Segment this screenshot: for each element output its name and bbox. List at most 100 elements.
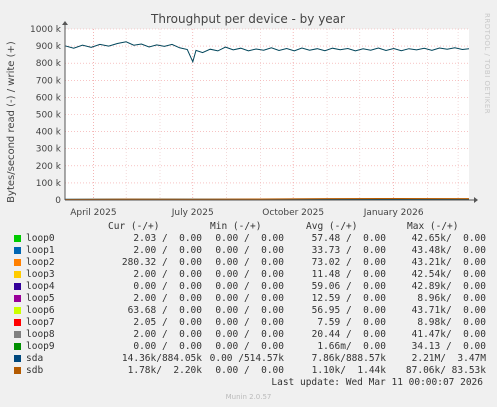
legend-avg-loop0: 57.48 / 0.00	[311, 233, 386, 244]
legend-cur-loop3: 2.00 / 0.00	[133, 269, 202, 280]
legend-label-sda: sda	[26, 353, 44, 364]
x-tick-label: April 2025	[70, 208, 116, 218]
munin-version: Munin 2.0.57	[225, 393, 272, 401]
legend-min-sdb: 0.00 / 0.00	[215, 365, 284, 376]
y-tick-label: 0	[55, 196, 61, 206]
legend-label-loop2: loop2	[26, 257, 55, 268]
legend-min-loop5: 0.00 / 0.00	[215, 293, 284, 304]
legend-min-loop8: 0.00 / 0.00	[215, 329, 284, 340]
legend-max-loop2: 43.21k/ 0.00	[411, 257, 486, 268]
legend-swatch-loop1	[14, 247, 21, 254]
y-tick-label: 700 k	[36, 76, 62, 86]
legend-label-loop8: loop8	[26, 329, 55, 340]
y-tick-label: 200 k	[36, 162, 62, 172]
y-tick-label: 800 k	[36, 59, 62, 69]
legend: Cur (-/+) Min (-/+) Avg (-/+) Max (-/+) …	[12, 221, 492, 377]
legend-swatch-loop6	[14, 307, 21, 314]
x-axis-arrow	[474, 197, 478, 203]
legend-swatch-sda	[14, 355, 21, 362]
legend-avg-loop5: 12.59 / 0.00	[311, 293, 386, 304]
legend-row-loop5: loop5 2.00 / 0.00 0.00 / 0.00 12.59 / 0.00 8…	[12, 293, 492, 305]
legend-min-loop9: 0.00 / 0.00	[215, 341, 284, 352]
legend-cur-sdb: 1.78k/ 2.20k	[127, 365, 202, 376]
legend-swatch-loop2	[14, 259, 21, 266]
legend-avg-loop3: 11.48 / 0.00	[311, 269, 386, 280]
legend-avg-loop4: 59.06 / 0.00	[311, 281, 386, 292]
legend-avg-loop1: 33.73 / 0.00	[311, 245, 386, 256]
legend-cur-loop0: 2.03 / 0.00	[133, 233, 202, 244]
legend-header-max: Max (-/+)	[407, 221, 459, 232]
legend-max-loop0: 42.65k/ 0.00	[411, 233, 486, 244]
legend-swatch-loop0	[14, 235, 21, 242]
legend-label-loop1: loop1	[26, 245, 55, 256]
y-tick-label: 900 k	[36, 42, 62, 52]
legend-cur-loop8: 2.00 / 0.00	[133, 329, 202, 340]
legend-row-loop2: loop2 280.32 / 0.00 0.00 / 0.00 73.02 / 0.0…	[12, 257, 492, 269]
last-update: Last update: Wed Mar 11 00:00:07 2026	[271, 377, 483, 388]
legend-label-sdb: sdb	[26, 365, 44, 376]
legend-min-loop7: 0.00 / 0.00	[215, 317, 284, 328]
legend-avg-loop2: 73.02 / 0.00	[311, 257, 386, 268]
x-tick-label: January 2026	[363, 208, 424, 218]
legend-header-min: Min (-/+)	[210, 221, 262, 232]
legend-min-loop2: 0.00 / 0.00	[215, 257, 284, 268]
legend-row-loop3: loop3 2.00 / 0.00 0.00 / 0.00 11.48 / 0.00 4…	[12, 269, 492, 281]
legend-max-loop7: 8.98k/ 0.00	[417, 317, 486, 328]
legend-max-loop3: 42.54k/ 0.00	[411, 269, 486, 280]
legend-avg-sdb: 1.10k/ 1.44k	[311, 365, 386, 376]
legend-cur-loop9: 0.00 / 0.00	[133, 341, 202, 352]
legend-header-avg: Avg (-/+)	[306, 221, 358, 232]
legend-label-loop3: loop3	[26, 269, 55, 280]
legend-swatch-loop8	[14, 331, 21, 338]
legend-row-loop1: loop1 2.00 / 0.00 0.00 / 0.00 33.73 / 0.00 4…	[12, 245, 492, 257]
legend-cur-loop5: 2.00 / 0.00	[133, 293, 202, 304]
legend-row-loop7: loop7 2.05 / 0.00 0.00 / 0.00 7.59 / 0.00 8.…	[12, 317, 492, 329]
legend-max-loop5: 8.96k/ 0.00	[417, 293, 486, 304]
legend-cur-loop7: 2.05 / 0.00	[133, 317, 202, 328]
legend-min-loop1: 0.00 / 0.00	[215, 245, 284, 256]
legend-label-loop4: loop4	[26, 281, 55, 292]
legend-min-sda: 0.00 /514.57k	[209, 353, 284, 364]
legend-swatch-loop5	[14, 295, 21, 302]
legend-avg-loop9: 1.66m/ 0.00	[317, 341, 386, 352]
legend-avg-loop7: 7.59 / 0.00	[317, 317, 386, 328]
legend-swatch-loop7	[14, 319, 21, 326]
legend-row-loop4: loop4 0.00 / 0.00 0.00 / 0.00 59.06 / 0.00 4…	[12, 281, 492, 293]
legend-label-loop5: loop5	[26, 293, 55, 304]
legend-row-loop9: loop9 0.00 / 0.00 0.00 / 0.00 1.66m/ 0.00 34…	[12, 341, 492, 353]
series-line-sda	[64, 41, 470, 64]
legend-label-loop6: loop6	[26, 305, 55, 316]
legend-label-loop9: loop9	[26, 341, 55, 352]
legend-max-loop4: 42.89k/ 0.00	[411, 281, 486, 292]
legend-header: Cur (-/+) Min (-/+) Avg (-/+) Max (-/+)	[12, 221, 492, 233]
legend-swatch-loop9	[14, 343, 21, 350]
legend-row-sdb: sdb 1.78k/ 2.20k 0.00 / 0.00 1.10k/ 1.44k 87…	[12, 365, 492, 377]
y-tick-label: 100 k	[36, 179, 62, 189]
legend-row-loop8: loop8 2.00 / 0.00 0.00 / 0.00 20.44 / 0.00 4…	[12, 329, 492, 341]
legend-swatch-loop3	[14, 271, 21, 278]
y-tick-label: 500 k	[36, 111, 62, 121]
legend-cur-loop6: 63.68 / 0.00	[127, 305, 202, 316]
legend-row-loop6: loop6 63.68 / 0.00 0.00 / 0.00 56.95 / 0.00…	[12, 305, 492, 317]
y-tick-label: 300 k	[36, 145, 62, 155]
legend-max-loop9: 34.13 / 0.00	[411, 341, 486, 352]
y-tick-label: 400 k	[36, 128, 62, 138]
legend-avg-sda: 7.86k/888.57k	[311, 353, 386, 364]
legend-row-loop0: loop0 2.03 / 0.00 0.00 / 0.00 57.48 / 0.00 4…	[12, 233, 492, 245]
legend-avg-loop8: 20.44 / 0.00	[311, 329, 386, 340]
legend-cur-loop2: 280.32 / 0.00	[121, 257, 202, 268]
x-tick-label: October 2025	[262, 208, 324, 218]
legend-min-loop4: 0.00 / 0.00	[215, 281, 284, 292]
legend-min-loop3: 0.00 / 0.00	[215, 269, 284, 280]
legend-swatch-loop4	[14, 283, 21, 290]
chart-title: Throughput per device - by year	[150, 12, 345, 26]
legend-label-loop7: loop7	[26, 317, 55, 328]
legend-label-loop0: loop0	[26, 233, 55, 244]
legend-max-sdb: 87.06k/ 83.53k	[405, 365, 486, 376]
x-tick-label: July 2025	[171, 208, 214, 218]
legend-max-loop6: 43.71k/ 0.00	[411, 305, 486, 316]
legend-cur-loop4: 0.00 / 0.00	[133, 281, 202, 292]
rrdtool-credit: RRDTOOL / TOBI OETIKER	[483, 13, 491, 114]
y-axis-label: Bytes/second read (-) / write (+)	[6, 41, 17, 203]
